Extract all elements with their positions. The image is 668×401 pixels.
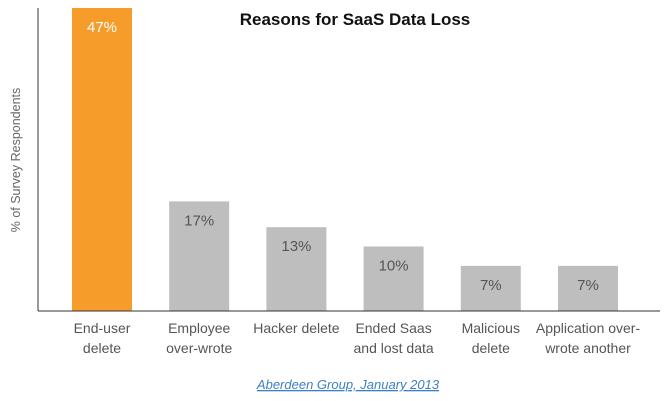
y-axis-label: % of Survey Respondents (9, 88, 23, 233)
bar-value-label-2: 13% (281, 238, 311, 255)
category-label-5: Application over-wrote another (536, 320, 641, 356)
bar-value-label-3: 10% (379, 258, 409, 275)
category-label-4: Malicious delete (462, 320, 520, 356)
bar-2 (266, 227, 327, 311)
bar-0 (72, 8, 132, 311)
category-label-3: Ended Saas and lost data (354, 320, 434, 356)
bar-value-label-0: 47% (87, 19, 117, 36)
category-label-line: over-wrote (166, 340, 232, 356)
chart-title: Reasons for SaaS Data Loss (240, 10, 471, 29)
category-label-2: Hacker delete (253, 320, 340, 336)
category-label-line: delete (472, 340, 510, 356)
bar-1 (169, 201, 230, 311)
category-label-line: Application over- (536, 320, 641, 336)
bar-5 (558, 265, 618, 311)
category-label-line: wrote another (544, 340, 631, 356)
bars-group: 47% 17% 13% 10% 7% 7% (72, 8, 618, 311)
category-label-line: and lost data (354, 340, 434, 356)
category-label-line: Malicious (462, 320, 520, 336)
category-label-1: Employee over-wrote (166, 320, 232, 356)
bar-value-label-1: 17% (184, 212, 214, 229)
category-label-line: delete (83, 340, 121, 356)
source-link[interactable]: Aberdeen Group, January 2013 (256, 377, 440, 392)
category-label-line: End-user (74, 320, 131, 336)
bar-value-label-5: 7% (577, 277, 599, 294)
category-label-line: Ended Saas (355, 320, 431, 336)
bar-3 (363, 246, 424, 311)
category-labels-group: End-user delete Employee over-wrote Hacker d… (74, 320, 641, 356)
category-label-line: Hacker delete (253, 320, 340, 336)
bar-4 (460, 265, 521, 311)
category-label-line: Employee (168, 320, 230, 336)
category-label-0: End-user delete (74, 320, 131, 356)
bar-value-label-4: 7% (480, 277, 502, 294)
